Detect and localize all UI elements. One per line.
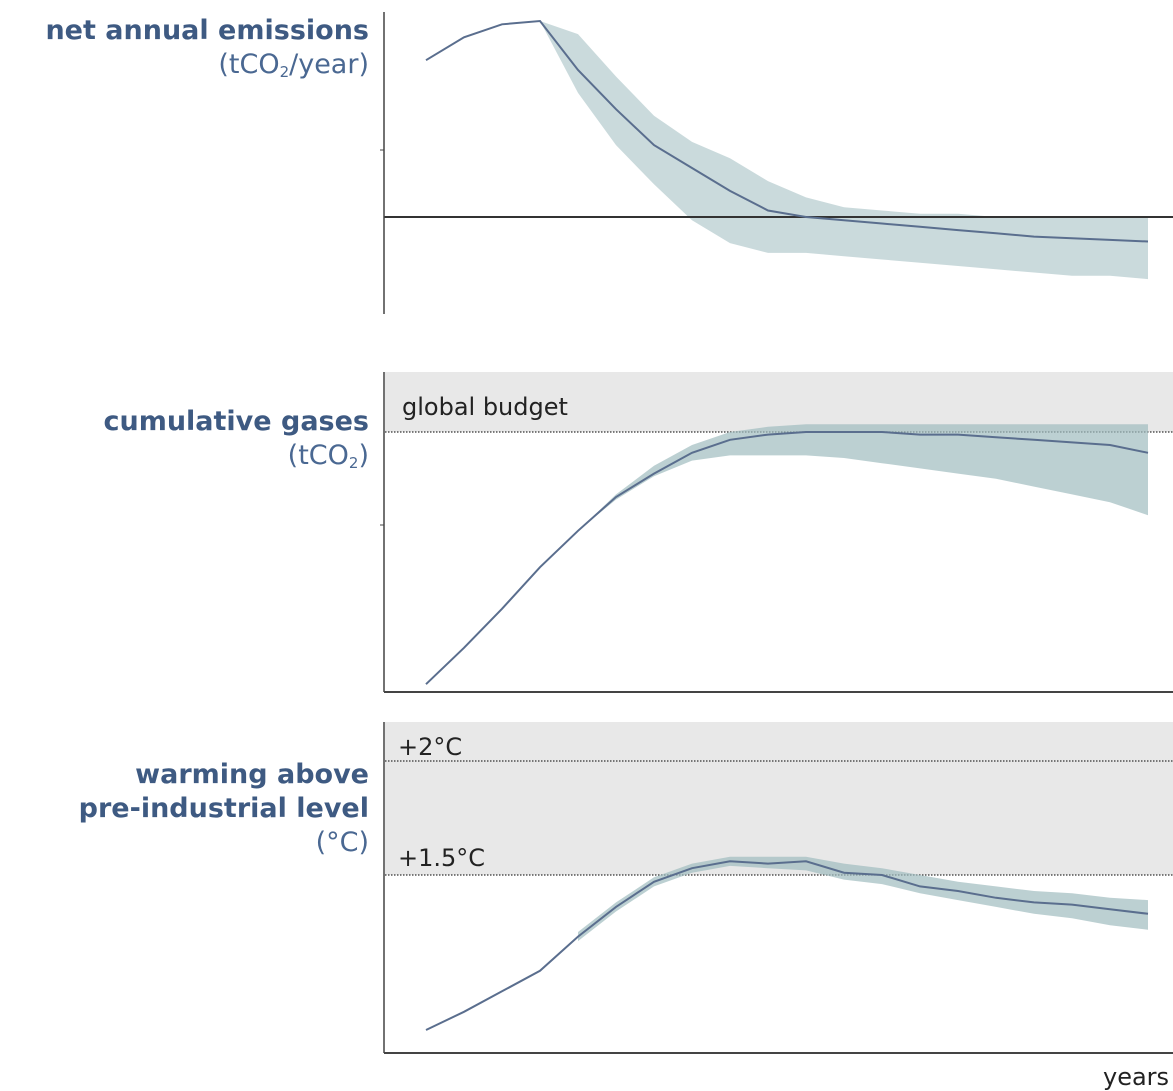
panel2-plot: global budget <box>380 372 1173 693</box>
panel3-2c-label: +2°C <box>398 733 462 761</box>
panel2-label: cumulative gases (tCO2) <box>103 405 369 480</box>
panel3-plot: +2°C +1.5°C <box>383 722 1173 1054</box>
panel3-units: (°C) <box>315 827 369 858</box>
panel1-label: net annual emissions (tCO2/year) <box>45 14 369 89</box>
panel3-title-line2: pre-industrial level <box>78 793 369 824</box>
panel1-uncertainty-band <box>540 21 1148 280</box>
panel1-unit-a: (tCO <box>218 49 280 80</box>
panel1-unit-sub: 2 <box>279 63 290 81</box>
panel1-units: (tCO2/year) <box>45 48 369 89</box>
panel3-shaded-region <box>385 722 1173 875</box>
panel2-units: (tCO2) <box>103 439 369 480</box>
panel2-series-line <box>425 431 1149 685</box>
panel2-unit-b: ) <box>358 440 369 471</box>
panel2-title: cumulative gases <box>103 406 369 437</box>
panel3-title-line1: warming above <box>135 759 369 790</box>
panel1-series-line <box>425 19 1149 243</box>
panel1-plot <box>380 12 1173 314</box>
panel3-15c-label: +1.5°C <box>398 844 485 872</box>
panel1-title: net annual emissions <box>45 15 369 46</box>
panel2-uncertainty-band <box>578 424 1148 531</box>
panel2-unit-sub: 2 <box>348 454 359 472</box>
panel2-shaded-region <box>385 372 1173 432</box>
x-axis-label: years <box>1103 1063 1169 1091</box>
panel2-budget-label: global budget <box>402 393 568 421</box>
panel2-unit-a: (tCO <box>287 440 349 471</box>
panel1-unit-b: /year) <box>289 49 369 80</box>
panel3-label: warming above pre-industrial level (°C) <box>79 758 369 860</box>
panel3-series-line <box>425 860 1149 1031</box>
